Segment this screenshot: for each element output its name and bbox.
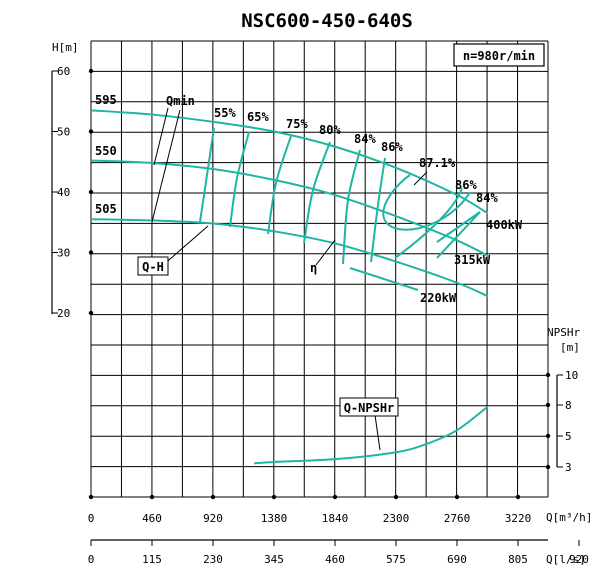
npsh-tick-label: 10 (565, 369, 578, 382)
ls-tick-label: 920 (569, 553, 589, 566)
npsh-grid-dot (545, 464, 551, 470)
power-line-220 (349, 267, 419, 291)
chart-title: NSC600-450-640S (241, 10, 413, 32)
h-tick-label: 30 (57, 247, 70, 260)
h-tick-label: 50 (57, 126, 70, 139)
efficiency-isoline (199, 127, 215, 223)
ls-tick-label: 230 (203, 553, 223, 566)
impeller-label-595: 595 (95, 93, 117, 107)
leader-line (151, 109, 181, 223)
ls-tick-label: 0 (88, 553, 95, 566)
speed-label-box (453, 43, 545, 67)
npsh-tick-label: 3 (565, 461, 572, 474)
x-axis-label-ls: Q[l/s] (546, 553, 586, 566)
leader-line (153, 107, 169, 166)
eff-label-87: 87.1% (419, 156, 456, 170)
eff-label-86a: 86% (381, 140, 403, 154)
q-grid-dot (149, 494, 155, 500)
power-label-220: 220kW (420, 291, 457, 305)
q-tick-label: 2760 (444, 512, 471, 525)
leader-line (374, 414, 381, 451)
ls-tick-label: 460 (325, 553, 345, 566)
qh-curve-595 (90, 109, 489, 215)
power-label-315: 315kW (454, 253, 491, 267)
q-tick-label: 3220 (505, 512, 532, 525)
y-axis-label-npsh: NPSHr (547, 326, 580, 339)
power-line-315 (436, 211, 481, 259)
eff-label-84a: 84% (354, 132, 376, 146)
eff-label-80: 80% (319, 123, 341, 137)
q-grid-dot (210, 494, 216, 500)
h-grid-dot (88, 250, 94, 255)
npsh-grid-dot (545, 433, 551, 439)
npsh-grid-dot (545, 372, 551, 378)
speed-label: n=980r/min (463, 49, 535, 63)
h-grid-dot (88, 68, 94, 74)
curves (90, 107, 489, 465)
q-tick-label: 460 (142, 512, 162, 525)
q-grid-dot (454, 494, 460, 500)
x-axis-label-q: Q[m³/h] (546, 511, 592, 524)
efficiency-isoline (303, 141, 331, 244)
power-label-400: 400kW (486, 218, 523, 232)
ls-tick-label: 575 (386, 553, 406, 566)
h-grid-dot (88, 310, 94, 316)
eff-label-75: 75% (286, 117, 308, 131)
y-axis-label-npsh-unit: [m] (560, 341, 580, 354)
q-grid-dot (332, 494, 338, 500)
impeller-label-550: 550 (95, 144, 117, 158)
power-line-400 (436, 211, 481, 243)
npsh-curve (254, 405, 489, 465)
q-grid-dot (393, 494, 399, 500)
efficiency-isoline (370, 157, 386, 263)
qmin-label: Qmin (166, 94, 195, 108)
efficiency-isoline-84 (394, 187, 463, 259)
leader-line (413, 171, 428, 186)
q-tick-label: 1840 (322, 512, 349, 525)
q-grid-dot (88, 494, 94, 500)
q-grid-dot (271, 494, 277, 500)
npsh-tick-label: 8 (565, 399, 572, 412)
leader-line (161, 225, 209, 267)
h-tick-label: 20 (57, 307, 70, 320)
q-tick-label: 920 (203, 512, 223, 525)
impeller-label-505: 505 (95, 202, 117, 216)
h-grid-dot (88, 129, 94, 134)
efficiency-isoline (342, 149, 361, 265)
npsh-grid-dot (545, 402, 551, 408)
ls-tick-label: 690 (447, 553, 467, 566)
efficiency-isoline (267, 135, 292, 235)
qh-curve-505 (90, 218, 488, 297)
ls-tick-label: 805 (508, 553, 528, 566)
y-axis-label-h: H[m] (52, 41, 79, 54)
h-tick-label: 40 (57, 186, 70, 199)
eta-label: η (310, 261, 317, 275)
eff-label-84b: 84% (476, 191, 498, 205)
qh-curve-550 (90, 159, 488, 257)
ls-tick-label: 345 (264, 553, 284, 566)
h-grid-dot (88, 189, 94, 195)
q-tick-label: 2300 (383, 512, 410, 525)
qnpsh-label: Q-NPSHr (344, 401, 395, 415)
q-tick-label: 1380 (261, 512, 288, 525)
q-tick-label: 0 (88, 512, 95, 525)
eff-label-55: 55% (214, 106, 236, 120)
q-grid-dot (515, 494, 521, 500)
qnpsh-label-box (339, 397, 399, 417)
grid (51, 40, 558, 541)
h-tick-label: 60 (57, 65, 70, 78)
eff-label-65: 65% (247, 110, 269, 124)
npsh-tick-label: 5 (565, 430, 572, 443)
ls-tick-label: 115 (142, 553, 162, 566)
efficiency-loop (382, 174, 471, 231)
qh-label: Q-H (142, 260, 164, 274)
qh-label-box (137, 256, 169, 276)
efficiency-isoline (229, 131, 250, 228)
leader-line (315, 239, 336, 266)
eff-label-86b: 86% (455, 178, 477, 192)
